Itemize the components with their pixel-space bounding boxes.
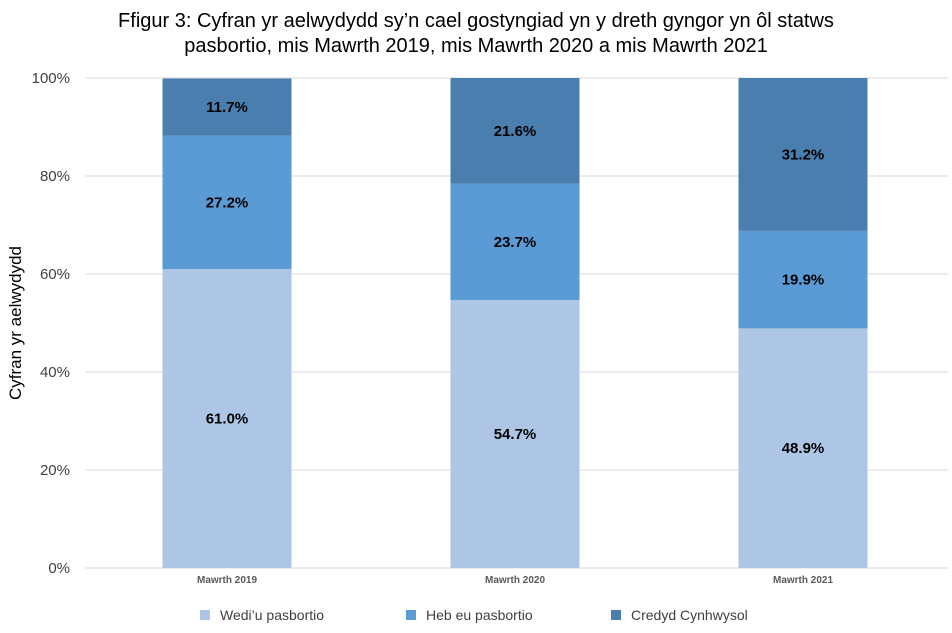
y-tick-label: 60% [40,266,70,283]
legend-swatch [200,610,210,620]
x-tick-label: Mawrth 2021 [773,575,833,586]
y-axis-label: Cyfran yr aelwydydd [6,246,25,400]
y-tick-label: 100% [32,70,70,87]
x-tick-label: Mawrth 2020 [485,575,545,586]
bar-segment [450,183,580,300]
data-label: 31.2% [782,146,825,163]
legend-label: Wedi’u pasbortio [220,607,324,623]
y-tick-label: 20% [40,462,70,479]
bar-segment [162,269,292,568]
y-tick-label: 40% [40,364,70,381]
bar-segment [738,78,868,231]
data-label: 27.2% [206,194,249,211]
bar-segment [162,78,292,136]
chart-title-line-2: pasbortio, mis Mawrth 2019, mis Mawrth 2… [184,35,768,57]
legend-swatch [406,610,416,620]
bar-segment [738,328,868,568]
bar-segment [450,299,580,568]
data-label: 11.7% [206,99,248,116]
data-label: 19.9% [782,272,825,289]
y-tick-label: 80% [40,168,70,185]
bar-segment [738,230,868,329]
legend-swatch [611,610,621,620]
data-label: 54.7% [494,426,537,443]
data-label: 21.6% [494,123,537,140]
bar-segment [450,78,580,184]
data-label: 48.9% [782,440,825,457]
data-label: 61.0% [206,411,249,428]
bar-segment [162,135,292,270]
legend-label: Credyd Cynhwysol [631,607,748,623]
x-tick-label: Mawrth 2019 [197,575,257,586]
y-tick-label: 0% [48,560,70,577]
chart-title-line-1: Ffigur 3: Cyfran yr aelwydydd sy’n cael … [118,10,834,32]
legend-label: Heb eu pasbortio [426,607,533,623]
data-label: 23.7% [494,234,537,251]
